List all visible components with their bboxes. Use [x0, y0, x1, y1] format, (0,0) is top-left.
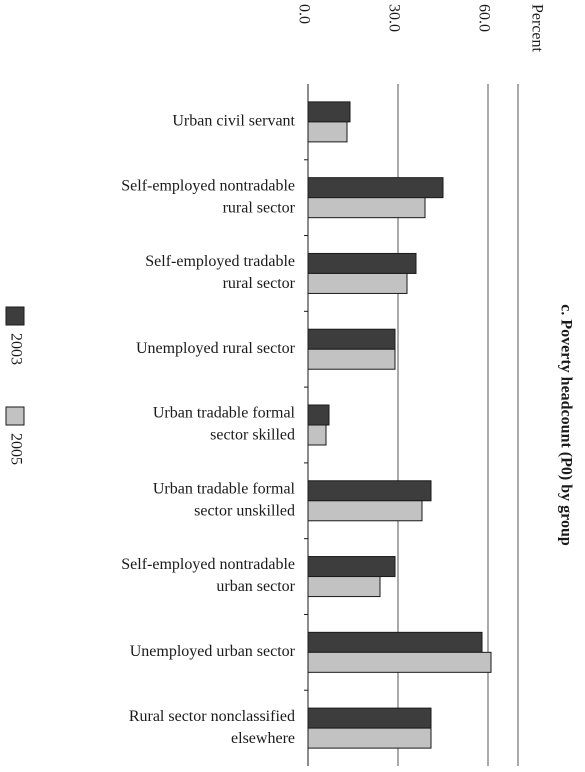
category-label: Urban tradable formal	[153, 480, 296, 497]
legend-label-2003: 2003	[7, 333, 24, 365]
category-label: sector unskilled	[194, 502, 295, 519]
chart-title: c. Poverty headcount (P0) by group	[557, 304, 574, 546]
bar-2003	[307, 177, 444, 199]
category-label: sector skilled	[210, 427, 295, 444]
bar-2005	[307, 197, 426, 219]
category-label: Unemployed rural sector	[136, 340, 296, 357]
category-label: elsewhere	[231, 730, 295, 747]
category-label: rural sector	[223, 199, 296, 216]
bar-2005	[307, 348, 396, 370]
bar-2003	[307, 556, 396, 578]
tick-label: 0.0	[295, 4, 312, 24]
bar-2003	[307, 480, 432, 502]
bar-2003	[307, 707, 432, 729]
bar-2003	[307, 404, 330, 426]
bar-2003	[307, 328, 396, 350]
legend-swatch-2003	[5, 306, 25, 326]
category-label: Self-employed nontradable	[121, 556, 295, 573]
axis-unit-label: Percent	[528, 4, 545, 53]
tick-label: 60.0	[475, 4, 492, 32]
bar-2005	[307, 424, 327, 446]
category-label: Self-employed nontradable	[121, 177, 295, 194]
bar-2005	[307, 500, 423, 522]
bar-2003	[307, 252, 417, 274]
category-label: rural sector	[223, 275, 296, 292]
category-label: Rural sector nonclassified	[129, 708, 295, 725]
category-label: Urban civil servant	[172, 113, 295, 130]
bar-2005	[307, 651, 492, 673]
tick-label: 30.0	[385, 4, 402, 32]
bar-2003	[307, 101, 351, 123]
bar-2005	[307, 727, 432, 749]
category-label: urban sector	[216, 578, 295, 595]
legend-swatch-2005	[5, 406, 25, 426]
category-label: Unemployed urban sector	[130, 643, 296, 660]
category-label: Self-employed tradable	[145, 253, 295, 270]
legend-label-2005: 2005	[7, 433, 24, 465]
bar-2003	[307, 631, 483, 653]
bar-2005	[307, 121, 348, 143]
bar-2005	[307, 272, 408, 294]
bar-2005	[307, 576, 381, 598]
category-label: Urban tradable formal	[153, 405, 296, 422]
